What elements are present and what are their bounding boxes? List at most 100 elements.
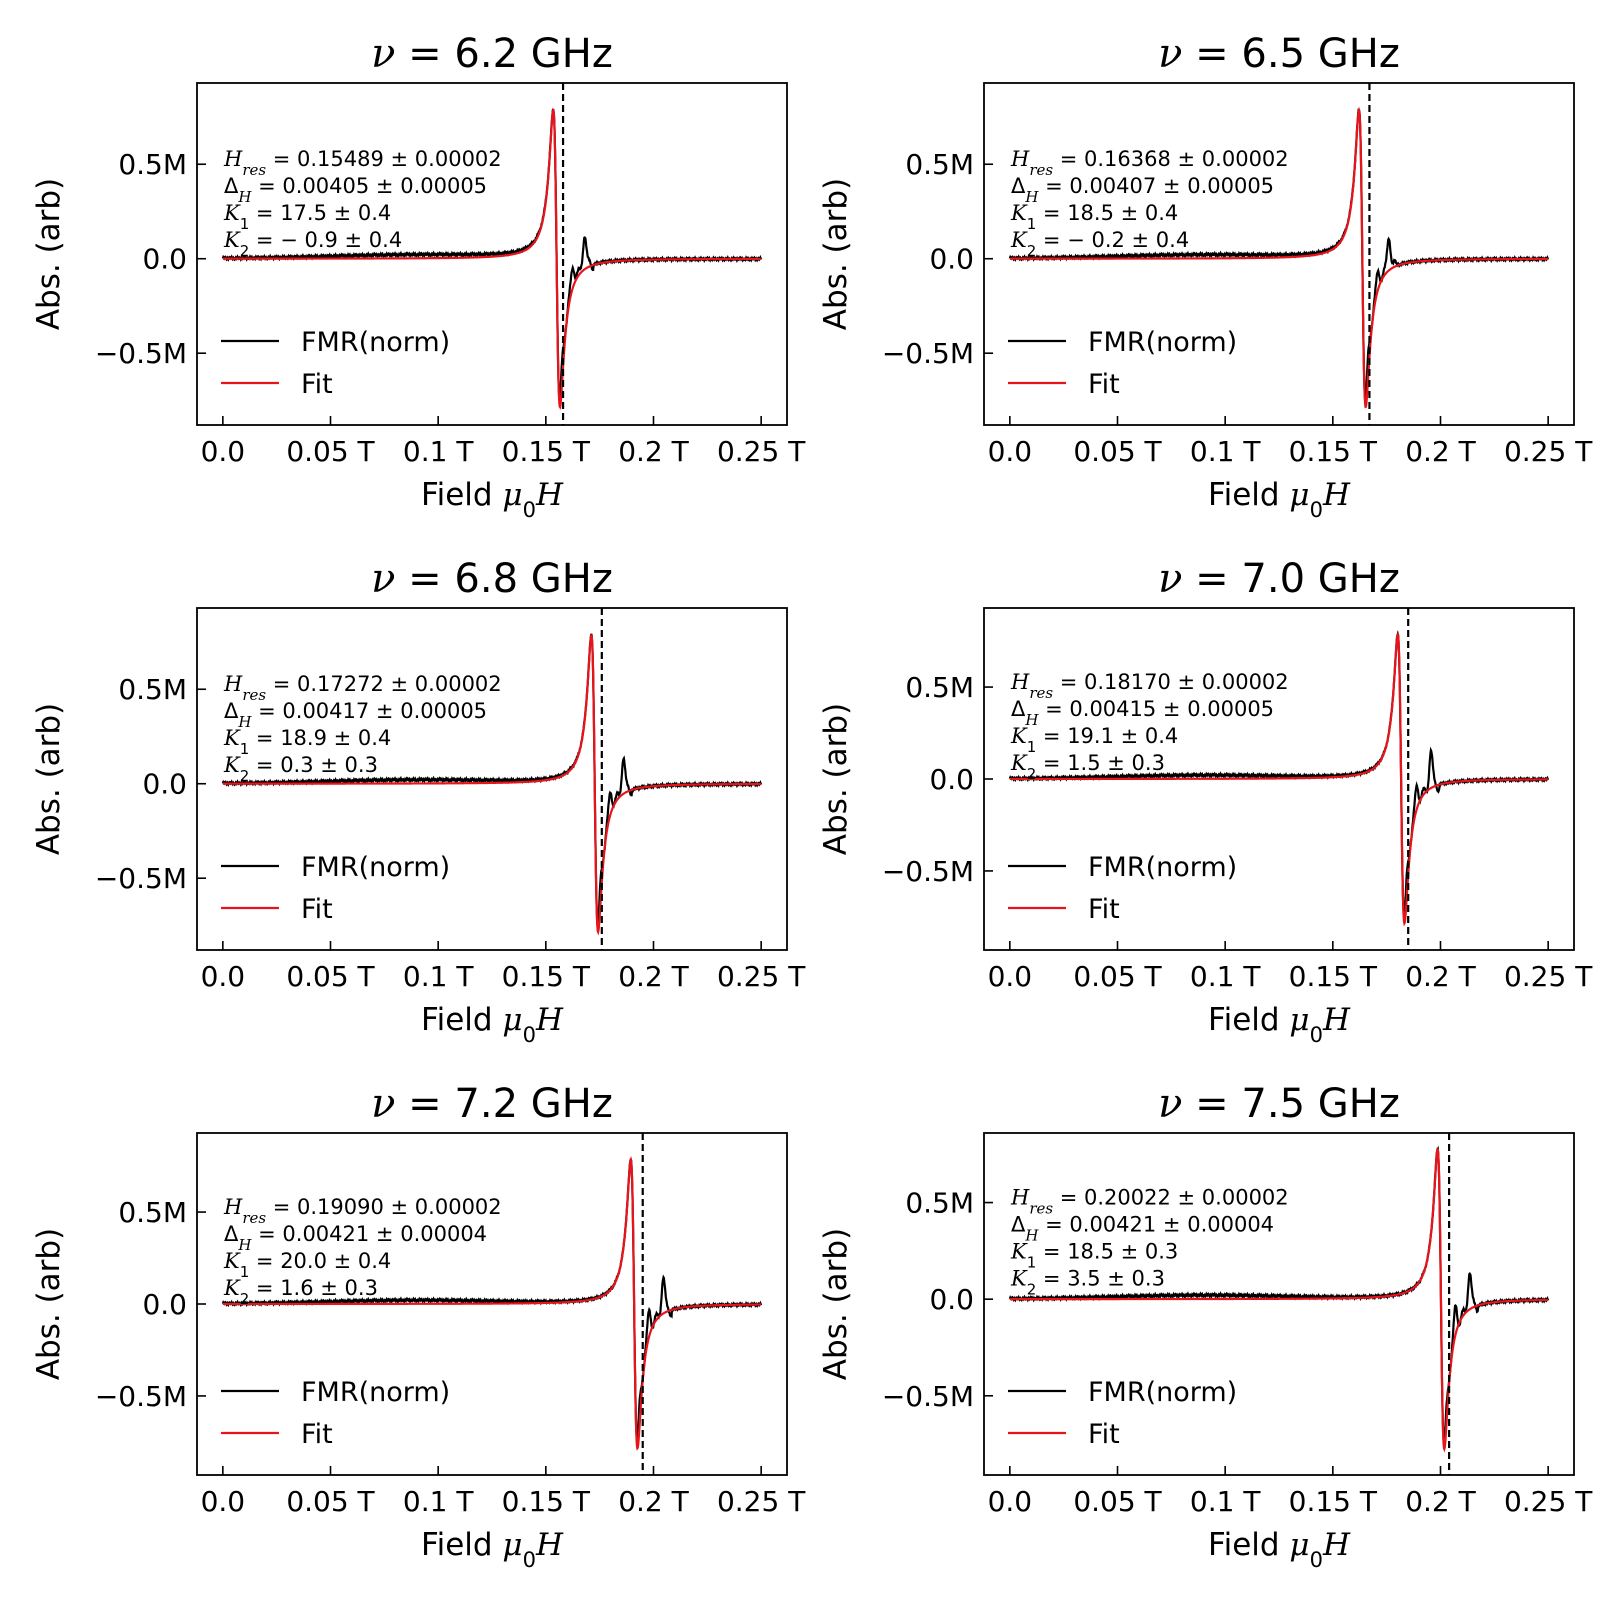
subplot-6: ν = 7.5 GHz 0.0 0.05 T 0.1 T 0.15 T 0.2 T 0.25… [818, 1081, 1593, 1572]
annotation-value: = 0.00421 ± 0.00004 [251, 1222, 487, 1246]
annotation-symbol: K [223, 228, 241, 252]
annotation-subscript: H [237, 188, 252, 206]
y-axis-label: Abs. (arb) [818, 178, 854, 330]
legend-fit-label: Fit [1088, 894, 1120, 925]
title-unit: GHz [518, 1081, 613, 1127]
legend-fmr-label: FMR(norm) [301, 327, 450, 358]
x-tick-label: 0.25 T [717, 960, 806, 993]
annotation-value: = 18.5 ± 0.3 [1036, 1240, 1178, 1264]
series-fit-line [222, 1156, 762, 1451]
legend-fmr-label: FMR(norm) [1088, 327, 1237, 358]
title-value: 6.2 [454, 31, 518, 77]
title-eq: = [395, 1081, 454, 1127]
annotation-value: = 19.1 ± 0.4 [1036, 724, 1178, 748]
annotation-subscript: res [1029, 684, 1053, 702]
annotation-value: = 0.16368 ± 0.00002 [1053, 147, 1289, 171]
title-eq: = [395, 31, 454, 77]
x-label-var: H [535, 477, 564, 513]
x-label-sub: 0 [523, 498, 536, 522]
x-label-sub: 0 [1310, 1023, 1323, 1047]
annotation-symbol: Δ [224, 174, 239, 198]
title-nu: ν [1158, 556, 1182, 602]
x-tick-label: 0.0 [201, 435, 246, 468]
x-label-text: Field [1208, 1527, 1289, 1563]
fit-annotation-line: ΔH = 0.00405 ± 0.00005 [224, 174, 487, 206]
legend-fmr-label: FMR(norm) [1088, 1377, 1237, 1408]
fit-annotation-line: Hres = 0.17272 ± 0.00002 [223, 672, 502, 704]
x-label-sub: 0 [1310, 1548, 1323, 1572]
x-tick-label: 0.2 T [618, 435, 689, 468]
annotation-value: = 0.15489 ± 0.00002 [266, 147, 502, 171]
x-tick-label: 0.2 T [1405, 1485, 1476, 1518]
x-tick-label: 0.05 T [1073, 960, 1162, 993]
fit-annotation-line: K1 = 18.5 ± 0.3 [1010, 1240, 1178, 1272]
x-tick-label: 0.05 T [286, 435, 375, 468]
y-tick-label: −0.5M [882, 1380, 974, 1413]
fit-annotation-line: ΔH = 0.00407 ± 0.00005 [1011, 174, 1274, 206]
x-axis-label: Field μ0H [1208, 1002, 1351, 1047]
fit-annotation-line: K2 = 3.5 ± 0.3 [1010, 1267, 1165, 1299]
title-unit: GHz [1305, 556, 1400, 602]
legend-fit-label: Fit [1088, 369, 1120, 400]
annotation-subscript: 1 [240, 740, 250, 758]
x-label-mu: μ [1289, 1002, 1309, 1038]
axes-frame [196, 82, 788, 426]
series-fit-line [1009, 1147, 1549, 1453]
x-label-sub: 0 [1310, 498, 1323, 522]
x-tick-label: 0.25 T [717, 1485, 806, 1518]
fit-annotation-line: Hres = 0.20022 ± 0.00002 [1010, 1186, 1289, 1218]
subplot-3: ν = 6.8 GHz 0.0 0.05 T 0.1 T 0.15 T 0.2 T 0.25… [31, 556, 806, 1047]
series-fit-line [1009, 106, 1549, 409]
x-label-mu: μ [1289, 477, 1309, 513]
series-fmr-line [221, 1158, 763, 1446]
legend-fmr-label: FMR(norm) [301, 1377, 450, 1408]
y-tick-label: 0.5M [118, 148, 187, 181]
fit-annotation-line: K2 = − 0.2 ± 0.4 [1010, 228, 1189, 260]
annotation-value: = 1.6 ± 0.3 [249, 1276, 378, 1300]
annotation-symbol: K [1010, 751, 1028, 775]
y-axis-label: Abs. (arb) [31, 703, 67, 855]
annotation-subscript: res [1029, 161, 1053, 179]
annotation-symbol: Δ [224, 1222, 239, 1246]
annotation-symbol: K [1010, 201, 1028, 225]
annotation-subscript: 1 [1027, 215, 1037, 233]
x-axis-label: Field μ0H [421, 1527, 564, 1572]
y-tick-label: 0.0 [142, 243, 187, 276]
title-unit: GHz [518, 556, 613, 602]
annotation-value: = 0.3 ± 0.3 [249, 753, 378, 777]
annotation-symbol: H [223, 1195, 243, 1219]
title-nu: ν [371, 31, 395, 77]
x-axis-label: Field μ0H [421, 477, 564, 522]
x-tick-label: 0.25 T [717, 435, 806, 468]
title-nu: ν [1158, 31, 1182, 77]
y-tick-label: −0.5M [95, 862, 187, 895]
annotation-symbol: H [1010, 1186, 1030, 1210]
y-axis-label: Abs. (arb) [31, 178, 67, 330]
subplot-title: ν = 7.5 GHz [1158, 1081, 1400, 1127]
annotation-symbol: K [223, 201, 241, 225]
subplot-5: ν = 7.2 GHz 0.0 0.05 T 0.1 T 0.15 T 0.2 T 0.25… [31, 1081, 806, 1572]
x-tick-label: 0.15 T [502, 960, 591, 993]
annotation-value: = 18.9 ± 0.4 [249, 726, 391, 750]
fit-annotation-line: K1 = 18.9 ± 0.4 [223, 726, 391, 758]
series-fit-line [1009, 631, 1549, 927]
y-tick-label: 0.0 [142, 768, 187, 801]
title-nu: ν [1158, 1081, 1182, 1127]
x-tick-label: 0.25 T [1504, 435, 1593, 468]
title-unit: GHz [518, 31, 613, 77]
annotation-value: = 0.20022 ± 0.00002 [1053, 1186, 1289, 1210]
annotation-value: = 0.18170 ± 0.00002 [1053, 670, 1289, 694]
annotation-subscript: 1 [240, 1263, 250, 1281]
x-tick-label: 0.25 T [1504, 1485, 1593, 1518]
fit-annotation-line: K2 = 0.3 ± 0.3 [223, 753, 378, 785]
y-tick-label: 0.0 [929, 1283, 974, 1316]
y-tick-label: 0.5M [118, 1196, 187, 1229]
x-axis-label: Field μ0H [1208, 477, 1351, 522]
x-tick-label: 0.05 T [286, 960, 375, 993]
annotation-symbol: Δ [224, 699, 239, 723]
x-tick-label: 0.15 T [1289, 960, 1378, 993]
annotation-value: = 0.00415 ± 0.00005 [1038, 697, 1274, 721]
annotation-value: = 0.19090 ± 0.00002 [266, 1195, 502, 1219]
y-tick-label: 0.0 [142, 1288, 187, 1321]
